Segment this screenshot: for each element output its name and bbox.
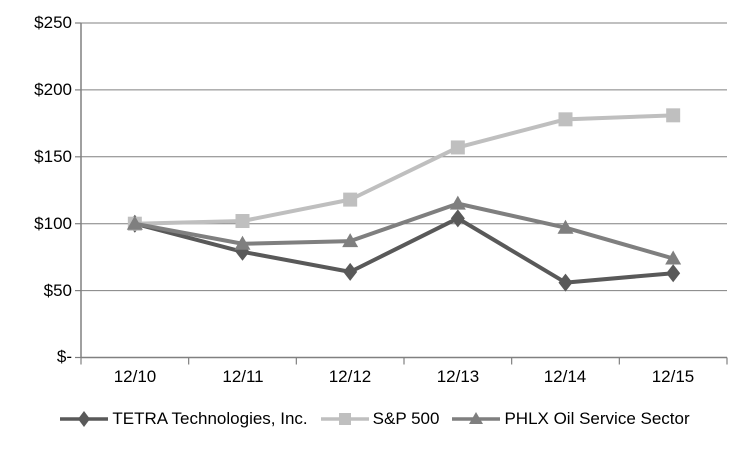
triangle-marker-icon (452, 412, 501, 424)
y-tick-label-0: $- (56, 347, 72, 366)
legend-item-tetra: TETRA Technologies, Inc. (60, 409, 308, 429)
x-tick-label-1214: 12/14 (543, 367, 587, 386)
legend-label-phlx: PHLX Oil Service Sector (504, 409, 690, 428)
diamond-marker-icon (60, 411, 109, 427)
legend-label-tetra: TETRA Technologies, Inc. (112, 409, 308, 428)
square-marker-icon (320, 413, 369, 425)
x-tick-label-1215: 12/15 (651, 367, 695, 386)
legend: TETRA Technologies, Inc. S&P 500 PHLX Oi… (0, 402, 750, 436)
y-tick-label-150: $150 (34, 147, 72, 166)
legend-label-sp500: S&P 500 (372, 409, 440, 428)
x-tick-label-1210: 12/10 (113, 367, 157, 386)
y-tick-label-100: $100 (34, 214, 72, 233)
y-tick-label-50: $50 (43, 281, 72, 300)
y-tick-label-250: $250 (34, 13, 72, 32)
legend-item-phlx: PHLX Oil Service Sector (452, 409, 690, 429)
x-tick-label-1212: 12/12 (328, 367, 372, 386)
x-tick-label-1213: 12/13 (436, 367, 480, 386)
legend-item-sp500: S&P 500 (320, 409, 440, 429)
y-tick-label-200: $200 (34, 80, 72, 99)
x-tick-label-1211: 12/11 (222, 367, 264, 386)
